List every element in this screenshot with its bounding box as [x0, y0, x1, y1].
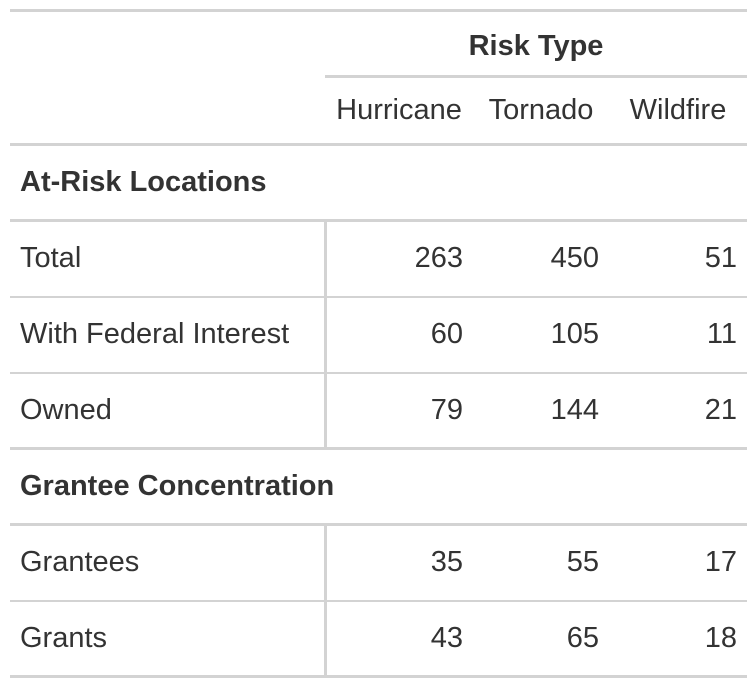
column-header-wildfire: Wildfire	[609, 76, 747, 146]
table-body: At-Risk Locations Total 263 450 51 With …	[10, 144, 747, 678]
table-row: Grants 43 65 18	[10, 600, 747, 678]
spanner-row: Risk Type	[10, 10, 747, 78]
table-row: Total 263 450 51	[10, 220, 747, 298]
column-header-tornado: Tornado	[473, 76, 609, 146]
cell-hurricane: 60	[325, 296, 473, 374]
row-label: With Federal Interest	[10, 296, 327, 374]
stub-header-empty	[10, 11, 325, 77]
row-label: Grantees	[10, 524, 327, 602]
cell-wildfire: 18	[609, 600, 747, 678]
cell-tornado: 450	[473, 220, 609, 298]
column-header-row: Hurricane Tornado Wildfire	[10, 76, 747, 146]
row-label: Grants	[10, 600, 327, 678]
table-header: Risk Type Hurricane Tornado Wildfire	[10, 10, 747, 146]
row-label: Total	[10, 220, 327, 298]
cell-hurricane: 43	[325, 600, 473, 678]
cell-hurricane: 35	[325, 524, 473, 602]
group-label: At-Risk Locations	[10, 144, 747, 222]
cell-hurricane: 263	[325, 220, 473, 298]
spanner-label-risk-type: Risk Type	[325, 10, 747, 78]
cell-hurricane: 79	[325, 372, 473, 450]
group-label: Grantee Concentration	[10, 448, 747, 526]
table-row: Owned 79 144 21	[10, 372, 747, 450]
cell-tornado: 65	[473, 600, 609, 678]
cell-wildfire: 11	[609, 296, 747, 374]
column-header-hurricane: Hurricane	[325, 76, 473, 146]
cell-wildfire: 21	[609, 372, 747, 450]
row-label: Owned	[10, 372, 327, 450]
table-row: Grantees 35 55 17	[10, 524, 747, 602]
group-row-at-risk-locations: At-Risk Locations	[10, 144, 747, 222]
cell-wildfire: 17	[609, 524, 747, 602]
stub-column-header	[10, 76, 325, 146]
cell-tornado: 105	[473, 296, 609, 374]
group-row-grantee-concentration: Grantee Concentration	[10, 448, 747, 526]
risk-table: Risk Type Hurricane Tornado Wildfire At-…	[10, 9, 747, 678]
cell-wildfire: 51	[609, 220, 747, 298]
cell-tornado: 144	[473, 372, 609, 450]
table-row: With Federal Interest 60 105 11	[10, 296, 747, 374]
cell-tornado: 55	[473, 524, 609, 602]
